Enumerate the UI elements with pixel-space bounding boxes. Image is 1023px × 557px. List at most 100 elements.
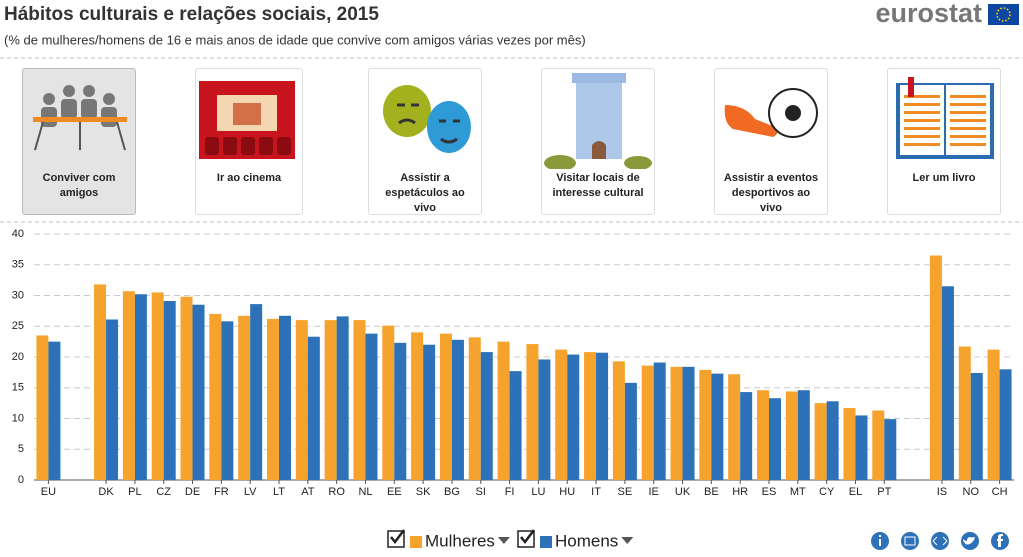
- icon-shape: [950, 111, 986, 114]
- bar: [653, 362, 666, 480]
- logo: eurostat: [875, 0, 982, 28]
- x-tick-label: MT: [790, 486, 806, 498]
- icon: [383, 85, 471, 153]
- bar: [740, 392, 753, 480]
- category-tab[interactable]: Visitar locais de interesse cultural: [541, 68, 655, 215]
- bar: [699, 369, 712, 480]
- icon-shape: [950, 127, 986, 130]
- x-tick-label: DE: [185, 486, 200, 498]
- bar: [555, 349, 568, 480]
- icon-shape: [904, 143, 940, 146]
- category-tab[interactable]: Assistir a espetáculos ao vivo: [368, 68, 482, 215]
- x-tick-label: CH: [992, 486, 1008, 498]
- x-tick-label: CZ: [156, 486, 171, 498]
- twitter-glyph: [963, 537, 975, 545]
- bar: [624, 382, 637, 480]
- y-tick-label: 25: [12, 320, 24, 332]
- x-tick-label: EE: [387, 486, 402, 498]
- bar: [509, 371, 522, 480]
- bar: [641, 365, 654, 480]
- icon: [544, 73, 652, 169]
- bar: [192, 304, 205, 480]
- bar: [682, 366, 695, 480]
- bar: [423, 344, 436, 480]
- bar: [439, 333, 452, 480]
- legend-dropdown: [621, 537, 634, 544]
- icon-shape: [908, 77, 914, 97]
- bar: [209, 313, 222, 480]
- x-tick-label: AT: [301, 486, 315, 498]
- bar: [757, 390, 769, 480]
- category-tab[interactable]: Ler um livro: [887, 68, 1001, 215]
- x-tick-label: LU: [531, 486, 545, 498]
- icon-shape: [624, 156, 652, 169]
- category-tab[interactable]: Assistir a eventos desportivos ao vivo: [714, 68, 828, 215]
- x-tick-label: IS: [937, 486, 947, 498]
- eu-stars: [996, 7, 1011, 22]
- bar: [497, 341, 510, 480]
- category-tab[interactable]: Conviver com amigos: [22, 68, 136, 215]
- x-tick-label: SI: [476, 486, 486, 498]
- bar: [336, 316, 349, 480]
- bar: [584, 352, 597, 480]
- bar: [797, 390, 810, 480]
- tab-label: Assistir a espetáculos ao vivo: [385, 172, 465, 214]
- bar: [728, 374, 741, 480]
- icon-shape: [904, 127, 940, 130]
- x-tick-label: HR: [732, 486, 748, 498]
- tab-label: Ir ao cinema: [216, 172, 282, 184]
- bar: [180, 296, 193, 480]
- icon-shape: [81, 99, 97, 119]
- bar: [987, 349, 1000, 480]
- bar: [884, 419, 897, 480]
- bar: [612, 361, 625, 480]
- legend-item[interactable]: Homens: [517, 529, 634, 550]
- bar: [596, 352, 609, 480]
- icon-shape: [233, 103, 261, 125]
- bar: [106, 319, 119, 480]
- bar: [941, 286, 954, 480]
- bar: [480, 352, 493, 480]
- tab-label: Assistir a eventos desportivos ao vivo: [723, 172, 819, 214]
- bar: [48, 341, 61, 480]
- bar: [307, 336, 320, 480]
- icon-shape: [904, 119, 940, 122]
- embed-icon[interactable]: [931, 532, 949, 550]
- icon-shape: [724, 105, 778, 137]
- legend-label: Homens: [555, 531, 618, 550]
- icon-shape: [61, 99, 77, 119]
- icon-shape: [43, 93, 55, 105]
- bar: [394, 342, 407, 480]
- bar: [855, 415, 868, 480]
- bar: [958, 346, 971, 480]
- bar: [324, 320, 337, 480]
- bar: [826, 401, 839, 480]
- tab-icon: [724, 88, 818, 138]
- bar: [929, 255, 942, 480]
- icon-shape: [950, 103, 986, 106]
- category-tab[interactable]: Ir ao cinema: [195, 68, 303, 215]
- x-tick-label: EL: [849, 486, 862, 498]
- y-tick-label: 30: [12, 289, 24, 301]
- bar: [267, 318, 279, 480]
- bar: [785, 391, 798, 480]
- tab-icon: [199, 81, 295, 159]
- bar: [999, 369, 1012, 480]
- legend-swatch: [540, 536, 552, 548]
- bar: [295, 320, 308, 480]
- legend-item[interactable]: Mulheres: [387, 529, 510, 550]
- bar: [122, 291, 135, 480]
- icon-shape: [904, 135, 940, 138]
- table-icon[interactable]: [901, 532, 919, 550]
- x-tick-label: LT: [273, 486, 285, 498]
- icon-shape: [572, 73, 626, 83]
- tab-label: Ler um livro: [912, 172, 976, 184]
- facebook-glyph: [997, 534, 1003, 547]
- bar: [872, 410, 885, 480]
- y-tick-label: 10: [12, 412, 24, 424]
- bar: [538, 359, 551, 480]
- bar: [279, 315, 291, 480]
- bar: [221, 321, 234, 480]
- x-tick-label: DK: [98, 486, 114, 498]
- bar: [970, 372, 983, 480]
